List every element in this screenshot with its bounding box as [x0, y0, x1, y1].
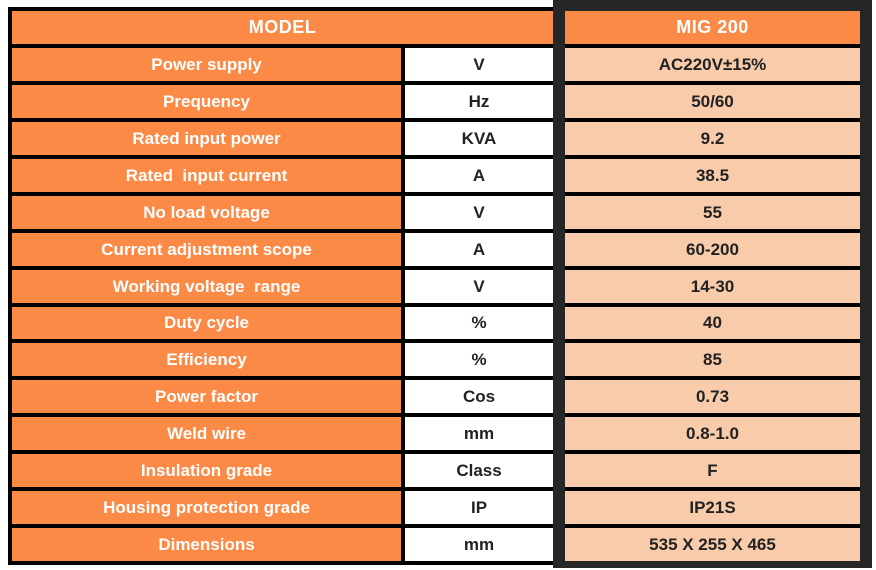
- spec-unit: Hz: [401, 84, 553, 118]
- model-value-header: MIG 200: [565, 11, 860, 48]
- table-row: Housing protection grade IP: [12, 491, 553, 529]
- spec-name: Power supply: [12, 47, 401, 81]
- spec-name: Working voltage range: [12, 269, 401, 303]
- spec-unit: %: [401, 306, 553, 340]
- spec-table-values-column: MIG 200 AC220V±15% 50/60 9.2 38.5 55 60-…: [553, 0, 872, 568]
- spec-name: Duty cycle: [12, 306, 401, 340]
- table-row: Weld wire mm: [12, 417, 553, 455]
- spec-value: 535 X 255 X 465: [565, 528, 860, 562]
- spec-unit: V: [401, 195, 553, 229]
- table-row: Dimensions mm: [12, 528, 553, 562]
- spec-unit: IP: [401, 491, 553, 525]
- spec-value: IP21S: [565, 491, 860, 529]
- spec-name: Dimensions: [12, 528, 401, 562]
- table-row: Duty cycle %: [12, 306, 553, 344]
- spec-table-left: MODEL Power supply V Prequency Hz Rated …: [8, 7, 553, 565]
- spec-value: 40: [565, 306, 860, 344]
- table-row: Rated input current A: [12, 158, 553, 196]
- spec-value: F: [565, 454, 860, 492]
- table-row: Efficiency %: [12, 343, 553, 381]
- spec-value: 85: [565, 343, 860, 381]
- spec-name: Rated input current: [12, 158, 401, 192]
- spec-value: 60-200: [565, 232, 860, 270]
- spec-unit: Cos: [401, 380, 553, 414]
- spec-name: Current adjustment scope: [12, 232, 401, 266]
- spec-name: Prequency: [12, 84, 401, 118]
- spec-unit: V: [401, 269, 553, 303]
- table-row: Insulation grade Class: [12, 454, 553, 492]
- spec-unit: A: [401, 232, 553, 266]
- spec-unit: %: [401, 343, 553, 377]
- spec-unit: mm: [401, 528, 553, 562]
- table-row: Power supply V: [12, 47, 553, 85]
- table-row: Prequency Hz: [12, 84, 553, 122]
- spec-value: 50/60: [565, 84, 860, 122]
- spec-value: 0.8-1.0: [565, 417, 860, 455]
- table-row: Working voltage range V: [12, 269, 553, 307]
- table-row: No load voltage V: [12, 195, 553, 233]
- spec-value: 9.2: [565, 121, 860, 159]
- spec-unit: KVA: [401, 121, 553, 155]
- spec-value: 0.73: [565, 380, 860, 418]
- table-row: Current adjustment scope A: [12, 232, 553, 270]
- spec-name: Weld wire: [12, 417, 401, 451]
- table-row: Power factor Cos: [12, 380, 553, 418]
- spec-unit: A: [401, 158, 553, 192]
- spec-name: Power factor: [12, 380, 401, 414]
- spec-name: Insulation grade: [12, 454, 401, 488]
- spec-name: Rated input power: [12, 121, 401, 155]
- spec-value: 38.5: [565, 158, 860, 196]
- spec-name: Housing protection grade: [12, 491, 401, 525]
- model-header-label: MODEL: [12, 11, 553, 44]
- table-header-row: MODEL: [12, 11, 553, 48]
- table-row: Rated input power KVA: [12, 121, 553, 159]
- spec-value: 14-30: [565, 269, 860, 307]
- spec-value: 55: [565, 195, 860, 233]
- spec-unit: V: [401, 47, 553, 81]
- spec-name: No load voltage: [12, 195, 401, 229]
- spec-unit: mm: [401, 417, 553, 451]
- spec-value: AC220V±15%: [565, 47, 860, 85]
- spec-unit: Class: [401, 454, 553, 488]
- spec-name: Efficiency: [12, 343, 401, 377]
